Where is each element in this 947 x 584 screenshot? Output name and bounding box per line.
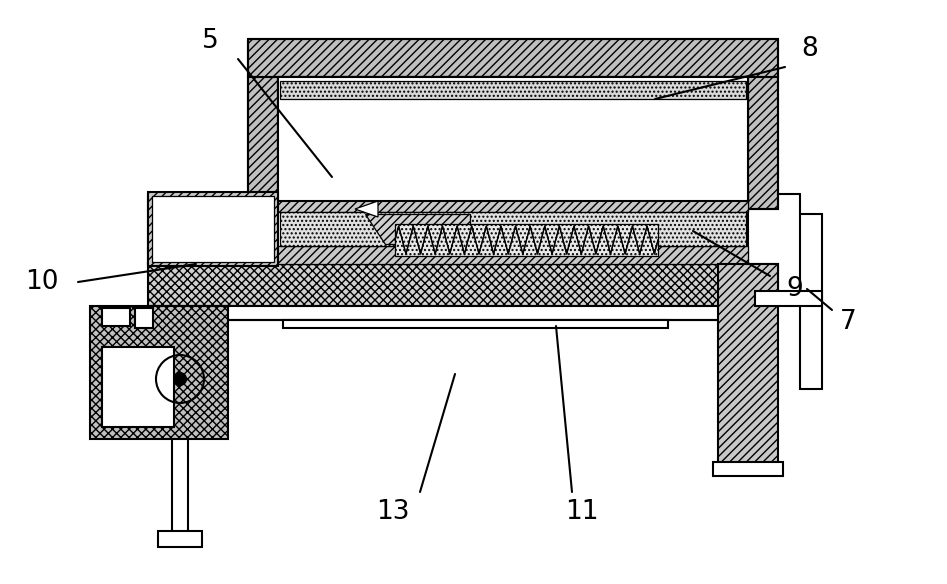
Polygon shape: [355, 201, 378, 217]
Bar: [280, 81, 746, 99]
Bar: [395, 224, 658, 256]
Bar: [148, 246, 748, 264]
Bar: [102, 347, 174, 427]
Bar: [283, 320, 668, 328]
Text: 9: 9: [787, 276, 803, 302]
Bar: [148, 192, 278, 266]
Bar: [280, 212, 746, 246]
Bar: [148, 306, 748, 320]
Text: 10: 10: [26, 269, 59, 295]
Text: 11: 11: [565, 499, 599, 525]
Bar: [158, 531, 202, 547]
Bar: [152, 196, 274, 262]
Bar: [713, 462, 783, 476]
Bar: [800, 214, 822, 389]
Bar: [148, 264, 778, 306]
Bar: [718, 264, 778, 464]
Text: 7: 7: [840, 309, 856, 335]
Bar: [755, 291, 822, 306]
Bar: [248, 39, 778, 77]
Bar: [748, 77, 778, 209]
Bar: [148, 194, 748, 212]
Bar: [135, 308, 153, 328]
Text: 5: 5: [202, 28, 219, 54]
Text: 13: 13: [376, 499, 410, 525]
Bar: [248, 77, 278, 209]
Bar: [102, 308, 130, 326]
Bar: [172, 439, 188, 534]
Bar: [148, 194, 748, 264]
Bar: [278, 77, 748, 201]
Polygon shape: [365, 214, 470, 244]
Text: 8: 8: [801, 36, 818, 62]
Bar: [90, 306, 228, 439]
Circle shape: [174, 373, 186, 385]
